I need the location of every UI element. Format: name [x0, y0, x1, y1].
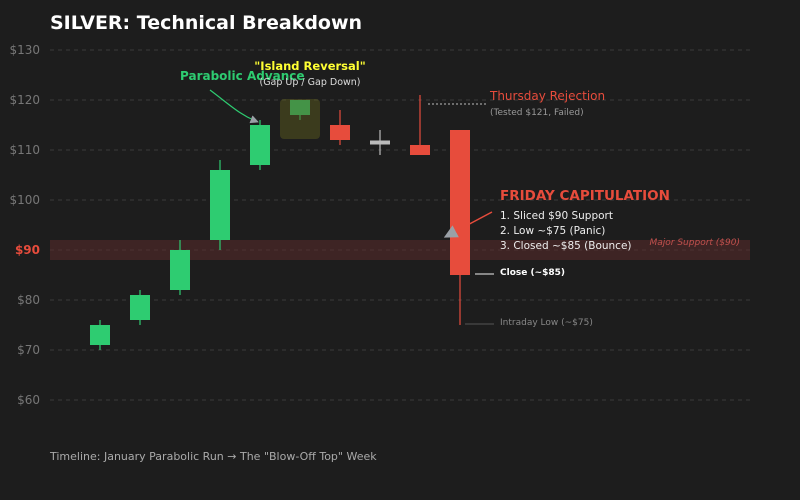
thursday-rejection-title: Thursday Rejection: [489, 89, 605, 103]
candle: [410, 95, 430, 155]
chart-title: SILVER: Technical Breakdown: [50, 12, 362, 34]
support-band: [50, 240, 750, 260]
y-tick-label: $70: [17, 343, 40, 357]
thursday-rejection-subtitle: (Tested $121, Failed): [490, 108, 584, 118]
y-tick-label: $130: [9, 43, 40, 57]
candle: [330, 110, 350, 145]
close-label: Close (~$85): [500, 268, 565, 278]
candle: [370, 130, 390, 155]
y-axis-ticks: $60 $70 $80 $90 $100 $110 $120 $130: [9, 43, 40, 407]
friday-point-1: 1. Sliced $90 Support: [500, 210, 613, 222]
candle: [210, 160, 230, 250]
candle: [450, 130, 470, 325]
candle: [130, 290, 150, 325]
candle-body: [250, 125, 270, 165]
friday-arrow: [443, 211, 493, 238]
timeline-caption: Timeline: January Parabolic Run → The "B…: [49, 450, 377, 463]
friday-point-3: 3. Closed ~$85 (Bounce): [500, 240, 632, 252]
candle-body: [170, 250, 190, 290]
candle-body: [450, 130, 470, 275]
candle-body: [210, 170, 230, 240]
candle-body: [90, 325, 110, 345]
grid-layer: [50, 49, 750, 401]
candles-layer: [90, 95, 470, 350]
y-tick-label: $110: [9, 143, 40, 157]
candle-body: [370, 140, 390, 145]
y-tick-label: $80: [17, 293, 40, 307]
y-tick-label: $120: [9, 93, 40, 107]
candle-body: [330, 125, 350, 140]
major-support-label: Major Support ($90): [650, 238, 741, 248]
parabolic-advance-label: Parabolic Advance: [180, 69, 305, 83]
candle: [90, 320, 110, 350]
island-reversal-title: "Island Reversal": [254, 59, 365, 73]
y-tick-label: $90: [15, 243, 40, 257]
y-tick-label: $60: [17, 393, 40, 407]
island-reversal-highlight: [280, 99, 320, 139]
candle-body: [130, 295, 150, 320]
friday-point-2: 2. Low ~$75 (Panic): [500, 225, 605, 237]
intraday-low-label: Intraday Low (~$75): [500, 318, 593, 328]
friday-capitulation-title: FRIDAY CAPITULATION: [500, 188, 670, 204]
parabolic-arrow: [209, 89, 259, 124]
candle: [250, 120, 270, 170]
y-tick-label: $100: [9, 193, 40, 207]
candle: [170, 240, 190, 295]
island-reversal-subtitle: (Gap Up / Gap Down): [259, 77, 360, 88]
candle-body: [410, 145, 430, 155]
